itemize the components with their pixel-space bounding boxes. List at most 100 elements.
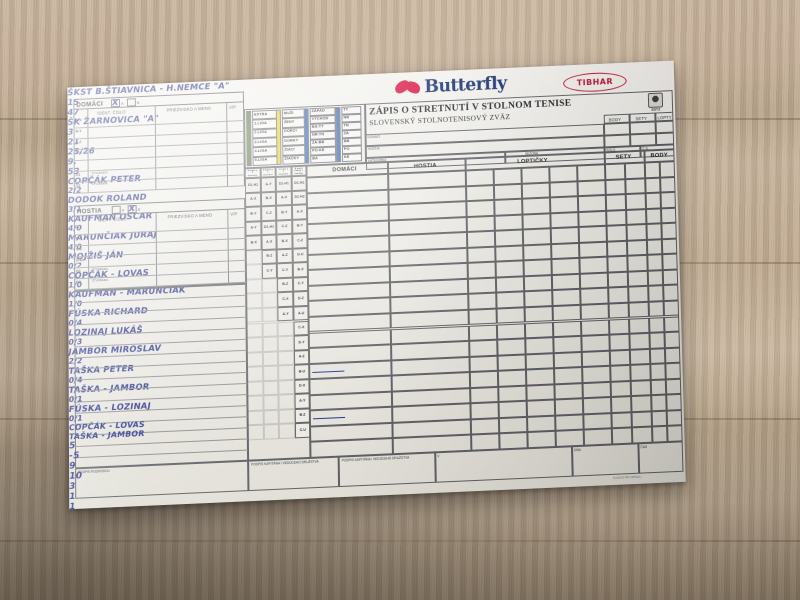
order-cell-2-C-Z[interactable]: C-Z: [260, 205, 277, 221]
order-cell-3-empty-13[interactable]: [278, 364, 294, 381]
home-checkbox-b[interactable]: [126, 97, 136, 107]
match-row-sets-home-3[interactable]: [606, 209, 627, 226]
match-row-pts-away-7[interactable]: [662, 269, 679, 286]
match-row-pts-home-2[interactable]: [645, 192, 661, 209]
order-cell-3-A-X[interactable]: A-X: [275, 190, 292, 206]
match-row-ball-cell-12-2[interactable]: [525, 352, 555, 370]
match-row-pts-away-15[interactable]: [666, 394, 682, 411]
match-row-pts-away-12[interactable]: [664, 347, 681, 364]
match-row-ball-cell-16-1[interactable]: [498, 416, 528, 434]
match-row-pts-away-17[interactable]: [667, 425, 683, 442]
order-cell-4-D-X[interactable]: D-X: [293, 378, 310, 395]
match-row-sets-home-1[interactable]: [605, 178, 626, 196]
legend-item-5-liga[interactable]: 5.LIGA: [252, 155, 279, 167]
match-row-ball-cell-6-2[interactable]: [523, 259, 552, 277]
match-row-pts-away-8[interactable]: [663, 284, 679, 302]
match-row-sets-home-12[interactable]: [609, 349, 631, 366]
order-cell-2-C-Y[interactable]: C-Y: [261, 263, 277, 279]
match-row-pts-away-3[interactable]: [660, 207, 677, 224]
match-row-ball-cell-8-0[interactable]: [468, 292, 497, 310]
order-cell-1-empty-6[interactable]: [245, 264, 262, 280]
match-row-sets-away-11[interactable]: [629, 332, 650, 350]
match-row-pts-home-14[interactable]: [650, 379, 667, 396]
match-row-ball-cell-11-0[interactable]: [469, 339, 498, 357]
order-cell-1-A-Y[interactable]: A-Y: [245, 220, 261, 237]
order-cell-4-B-Y[interactable]: B-Y: [291, 218, 308, 234]
match-row-ball-cell-5-4[interactable]: [579, 241, 608, 259]
match-row-pts-home-9[interactable]: [648, 301, 665, 318]
match-row-ball-cell-4-2[interactable]: [522, 228, 552, 246]
match-row-ball-cell-14-2[interactable]: [526, 384, 555, 401]
match-row-ball-cell-0-1[interactable]: [493, 167, 522, 185]
match-row-ball-cell-11-4[interactable]: [581, 334, 610, 352]
match-row-ball-cell-4-3[interactable]: [550, 227, 580, 244]
order-cell-3-empty-15[interactable]: [278, 394, 295, 410]
match-row-pts-home-7[interactable]: [647, 269, 664, 287]
match-row-ball-cell-1-4[interactable]: [577, 179, 606, 197]
order-cell-3-B-Y[interactable]: B-Y: [276, 205, 292, 221]
order-cell-2-A-Y[interactable]: A-Y: [260, 176, 276, 193]
order-cell-4-C-X[interactable]: C-X: [293, 320, 309, 336]
match-row-ball-cell-2-1[interactable]: [494, 198, 523, 216]
order-cell-1-B-Y[interactable]: B-Y: [245, 206, 261, 222]
match-row-pts-home-4[interactable]: [646, 223, 662, 240]
match-row-sets-away-10[interactable]: [628, 317, 650, 334]
match-row-ball-cell-13-0[interactable]: [469, 370, 499, 388]
match-row-sets-away-6[interactable]: [627, 255, 648, 272]
order-cell-4-D-Y[interactable]: D-Y: [293, 335, 309, 351]
match-row-ball-cell-12-0[interactable]: [469, 355, 498, 373]
match-row-pts-away-2[interactable]: [660, 191, 676, 209]
match-row-ball-cell-15-3[interactable]: [554, 398, 584, 416]
match-row-sets-home-8[interactable]: [608, 287, 629, 304]
match-row-sets-away-0[interactable]: [624, 162, 646, 179]
match-row-sets-home-17[interactable]: [611, 427, 633, 445]
match-row-ball-cell-10-2[interactable]: [524, 321, 554, 339]
match-row-ball-cell-14-1[interactable]: [498, 385, 527, 403]
match-row-sets-home-16[interactable]: [611, 412, 632, 429]
order-cell-2-empty-13[interactable]: [262, 365, 279, 381]
order-cell-2-empty-15[interactable]: [262, 394, 279, 411]
match-row-ball-cell-6-1[interactable]: [495, 260, 524, 278]
match-row-pts-away-1[interactable]: [660, 176, 676, 193]
match-row-sets-away-9[interactable]: [628, 301, 650, 319]
match-row-sets-away-8[interactable]: [628, 286, 649, 303]
match-row-sets-home-11[interactable]: [609, 333, 630, 351]
match-row-ball-cell-6-4[interactable]: [579, 256, 608, 274]
match-row-ball-cell-12-4[interactable]: [581, 350, 611, 368]
order-cell-1-empty-15[interactable]: [247, 395, 264, 411]
match-row-ball-cell-13-4[interactable]: [582, 365, 611, 383]
order-cell-2-D1-H1[interactable]: D1-H1: [260, 220, 277, 236]
order-cell-2-empty-10[interactable]: [262, 321, 278, 338]
match-row-pts-home-5[interactable]: [646, 238, 663, 256]
match-row-ball-cell-14-3[interactable]: [554, 382, 583, 400]
match-row-pts-home-3[interactable]: [646, 208, 662, 225]
match-row-sets-home-2[interactable]: [605, 194, 627, 211]
match-row-ball-cell-9-0[interactable]: [468, 308, 497, 326]
match-row-ball-cell-0-2[interactable]: [521, 166, 550, 184]
match-row-pts-home-11[interactable]: [649, 332, 665, 349]
match-row-sets-away-7[interactable]: [627, 270, 649, 288]
order-cell-1-A-X[interactable]: A-X: [245, 192, 261, 208]
order-cell-3-C-X[interactable]: C-X: [277, 292, 293, 308]
match-row-sets-home-14[interactable]: [610, 380, 632, 398]
order-cell-1-empty-5[interactable]: [245, 249, 262, 266]
match-row-pts-home-8[interactable]: [648, 285, 664, 302]
match-row-ball-cell-15-0[interactable]: [470, 402, 499, 420]
order-cell-1-empty-7[interactable]: [246, 278, 262, 295]
order-cell-3-empty-10[interactable]: [277, 321, 294, 337]
match-row-ball-cell-17-0[interactable]: [471, 433, 500, 451]
match-row-pts-home-0[interactable]: [644, 161, 661, 178]
match-row-ball-cell-10-4[interactable]: [580, 319, 610, 336]
order-cell-4-A-Y[interactable]: A-Y: [294, 393, 310, 409]
match-row-pts-away-10[interactable]: [664, 315, 680, 333]
match-row-pts-away-4[interactable]: [661, 222, 677, 239]
match-row-ball-cell-1-3[interactable]: [549, 180, 578, 198]
match-row-sets-away-17[interactable]: [631, 426, 653, 444]
order-cell-3-C-Y[interactable]: C-Y: [276, 262, 293, 279]
match-row-ball-cell-16-3[interactable]: [555, 414, 584, 432]
order-cell-4-C-Y[interactable]: C-Y: [292, 276, 309, 293]
match-row-ball-cell-13-3[interactable]: [554, 367, 583, 385]
match-row-ball-cell-10-0[interactable]: [468, 324, 498, 341]
order-cell-1-empty-12[interactable]: [246, 351, 263, 367]
order-cell-1-empty-10[interactable]: [246, 322, 263, 338]
